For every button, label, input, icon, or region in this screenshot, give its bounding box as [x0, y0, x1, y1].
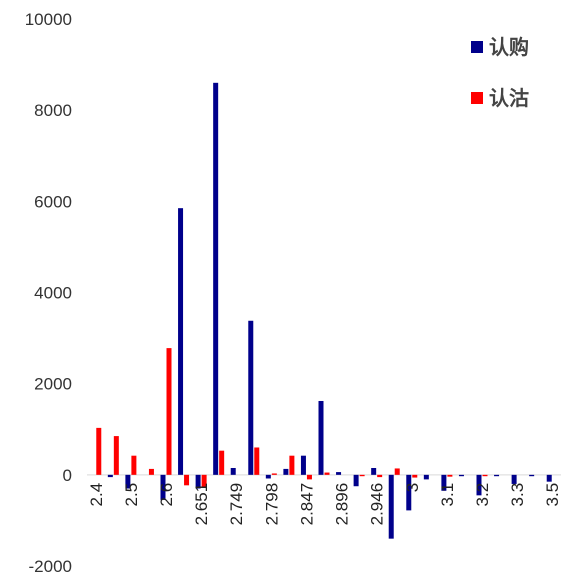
legend-swatch-call — [471, 41, 483, 53]
bar-call — [318, 400, 324, 475]
bar-put — [482, 474, 488, 477]
legend-label-call: 认购 — [489, 35, 529, 59]
bar-call — [441, 474, 447, 491]
y-tick-label: 8000 — [34, 101, 72, 120]
bar-call — [511, 474, 517, 484]
x-axis: 2.4 2.5 2.6 2.651 2.749 2.798 2.847 2.896 2.946 3… — [87, 483, 562, 526]
legend-swatch-put — [471, 92, 483, 104]
x-tick-label: 2.6 — [157, 483, 176, 507]
x-tick-label: 2.896 — [333, 483, 352, 526]
bar-put — [289, 455, 295, 475]
y-tick-label: 6000 — [34, 192, 72, 211]
legend: 认购 认沽 — [471, 35, 529, 110]
y-axis: 10000 8000 6000 4000 2000 0 -2000 — [25, 10, 72, 576]
y-tick-label: 0 — [63, 466, 72, 485]
x-tick-label: 2.4 — [87, 483, 106, 507]
x-tick-label: 3.1 — [438, 483, 457, 507]
bar-put — [359, 474, 365, 477]
bar-call — [529, 474, 535, 477]
x-tick-label: 2.847 — [297, 483, 316, 526]
bar-put — [306, 474, 312, 480]
bar-put — [271, 473, 277, 475]
bar-put — [412, 474, 418, 478]
bar-put — [447, 474, 453, 477]
bar-call — [353, 474, 359, 487]
y-tick-label: 10000 — [25, 10, 72, 29]
bar-put — [166, 348, 172, 475]
bar-call — [248, 320, 254, 475]
bar-put — [377, 474, 383, 478]
y-tick-label: 2000 — [34, 375, 72, 394]
x-tick-label: 3.3 — [508, 483, 527, 507]
bar-put — [201, 474, 207, 488]
bar-call — [371, 467, 377, 475]
x-tick-label: 2.749 — [227, 483, 246, 526]
bar-put — [394, 468, 400, 475]
x-tick-label: 3.2 — [473, 483, 492, 507]
bars-group — [96, 82, 552, 539]
bar-put — [148, 468, 154, 475]
bar-call — [546, 474, 552, 482]
bar-call — [406, 474, 412, 511]
bar-put — [184, 474, 190, 486]
bar-call — [125, 474, 131, 489]
bar-call — [213, 82, 219, 475]
x-tick-label: 2.5 — [122, 483, 141, 507]
x-tick-label: 3.5 — [543, 483, 562, 507]
bar-put — [131, 455, 137, 475]
bar-call — [265, 474, 271, 479]
bar-put — [219, 450, 225, 475]
bar-call — [178, 208, 184, 475]
y-tick-label: -2000 — [29, 557, 72, 576]
bar-call — [336, 472, 342, 475]
bar-call — [494, 474, 500, 477]
bar-put — [254, 447, 260, 475]
bar-call — [300, 455, 306, 475]
bar-call — [107, 474, 113, 478]
bar-put — [324, 472, 330, 475]
bar-call — [476, 474, 482, 496]
bar-put — [96, 427, 102, 475]
bar-call — [160, 474, 166, 500]
legend-label-put: 认沽 — [489, 86, 529, 110]
x-tick-label: 3 — [403, 483, 422, 492]
bar-call — [283, 468, 289, 475]
x-tick-label: 2.651 — [192, 483, 211, 526]
x-tick-label: 2.946 — [368, 483, 387, 526]
bar-put — [113, 436, 119, 475]
bar-call — [458, 474, 464, 477]
x-tick-label: 2.798 — [262, 483, 281, 526]
bar-call — [230, 467, 236, 475]
bar-call — [195, 474, 201, 489]
y-tick-label: 4000 — [34, 284, 72, 303]
bar-call — [388, 474, 394, 539]
bar-call — [423, 474, 429, 480]
